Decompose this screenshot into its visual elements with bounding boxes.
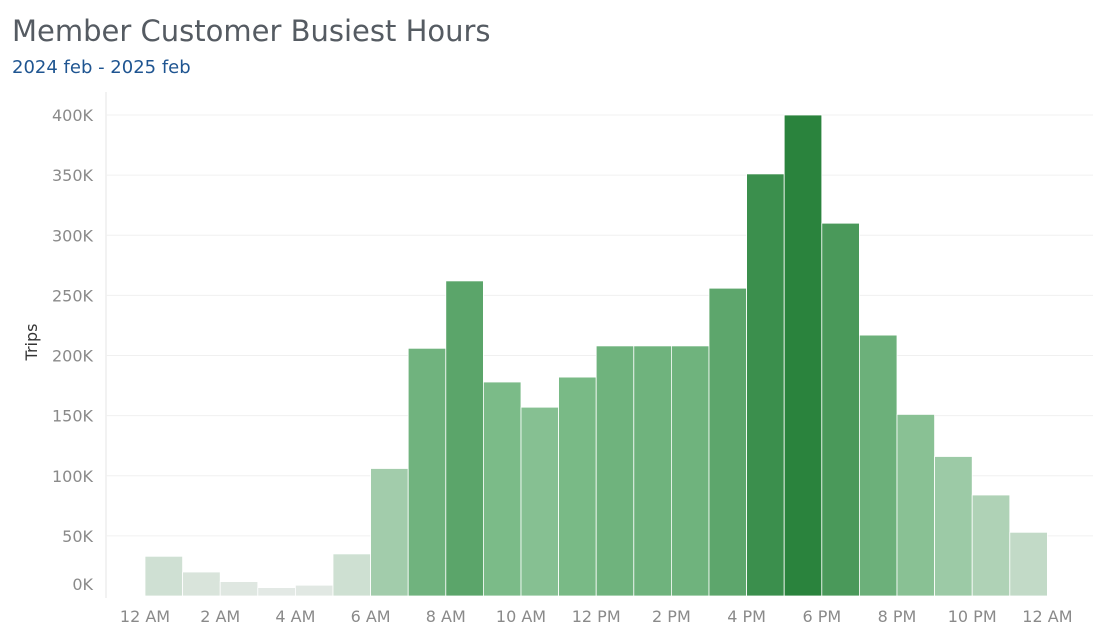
x-tick-label: 12 AM bbox=[120, 607, 170, 626]
bar-hour-1 bbox=[182, 571, 221, 597]
bar-hour-11 bbox=[558, 376, 597, 597]
bar-hour-15 bbox=[708, 287, 747, 597]
bar-hour-3 bbox=[257, 587, 296, 597]
bar-hour-4 bbox=[294, 584, 334, 597]
x-tick-label: 8 AM bbox=[426, 607, 466, 626]
bar-hour-21 bbox=[934, 456, 973, 597]
y-axis-label: Trips bbox=[22, 324, 41, 362]
y-tick-label: 300K bbox=[52, 226, 94, 245]
x-tick-label: 2 AM bbox=[200, 607, 240, 626]
bar-hour-8 bbox=[445, 280, 484, 597]
bar-hour-16 bbox=[746, 173, 785, 597]
y-tick-label: 350K bbox=[52, 166, 94, 185]
bar-hour-22 bbox=[971, 494, 1011, 597]
bar-hour-12 bbox=[595, 345, 635, 597]
chart-subtitle: 2024 feb - 2025 feb bbox=[12, 57, 191, 78]
bar-hour-6 bbox=[370, 468, 409, 597]
bar-hour-17 bbox=[783, 114, 823, 597]
x-tick-label: 2 PM bbox=[652, 607, 691, 626]
y-tick-label: 400K bbox=[52, 106, 94, 125]
bar-hour-19 bbox=[859, 334, 898, 597]
bar-hour-23 bbox=[1009, 531, 1048, 597]
y-tick-label: 150K bbox=[52, 407, 94, 426]
bar-hour-20 bbox=[896, 413, 935, 597]
bar-hour-5 bbox=[332, 553, 371, 597]
chart-title: Member Customer Busiest Hours bbox=[12, 14, 491, 48]
bar-hour-10 bbox=[520, 406, 559, 597]
y-tick-label: 200K bbox=[52, 347, 94, 366]
bar-hour-9 bbox=[482, 381, 522, 597]
y-tick-label: 0K bbox=[72, 575, 93, 594]
y-axis-ticks: 0K 50K 100K 150K 200K 250K 300K 350K 400K bbox=[52, 106, 94, 594]
y-tick-label: 250K bbox=[52, 286, 94, 305]
bar-hour-18 bbox=[821, 222, 860, 597]
x-tick-label: 12 PM bbox=[572, 607, 621, 626]
bar-hour-14 bbox=[671, 345, 710, 597]
x-tick-label: 8 PM bbox=[878, 607, 917, 626]
bar-hour-7 bbox=[407, 347, 447, 597]
x-axis-ticks: 12 AM 2 AM 4 AM 6 AM 8 AM 10 AM 12 PM 2 PM 4 PM 6… bbox=[120, 607, 1073, 626]
x-tick-label: 12 AM bbox=[1022, 607, 1072, 626]
x-tick-label: 10 PM bbox=[948, 607, 997, 626]
bar-hour-2 bbox=[219, 581, 259, 597]
bar-hour-0 bbox=[144, 555, 183, 597]
gridlines bbox=[105, 92, 1093, 598]
x-tick-label: 4 PM bbox=[727, 607, 766, 626]
y-tick-label: 50K bbox=[62, 527, 93, 546]
x-tick-label: 10 AM bbox=[496, 607, 546, 626]
bars bbox=[144, 114, 1048, 597]
bar-hour-13 bbox=[633, 345, 672, 597]
y-tick-label: 100K bbox=[52, 467, 94, 486]
x-tick-label: 4 AM bbox=[275, 607, 315, 626]
x-tick-label: 6 AM bbox=[351, 607, 391, 626]
x-tick-label: 6 PM bbox=[802, 607, 841, 626]
